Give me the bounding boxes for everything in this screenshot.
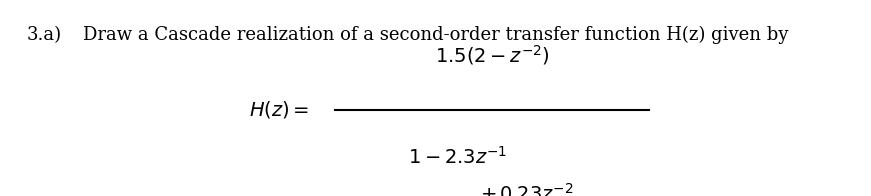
Text: $H(z) =$: $H(z) =$	[249, 99, 309, 120]
Text: Draw a Cascade realization of a second-order transfer function H(z) given by: Draw a Cascade realization of a second-o…	[83, 26, 788, 44]
Text: $1.5(2-z^{-2})$: $1.5(2-z^{-2})$	[435, 43, 550, 67]
Text: $1-2.3z^{-1}$: $1-2.3z^{-1}$	[408, 146, 507, 168]
Text: 3.a): 3.a)	[26, 26, 61, 44]
Text: $+\,0.23z^{-2}$: $+\,0.23z^{-2}$	[480, 183, 574, 196]
